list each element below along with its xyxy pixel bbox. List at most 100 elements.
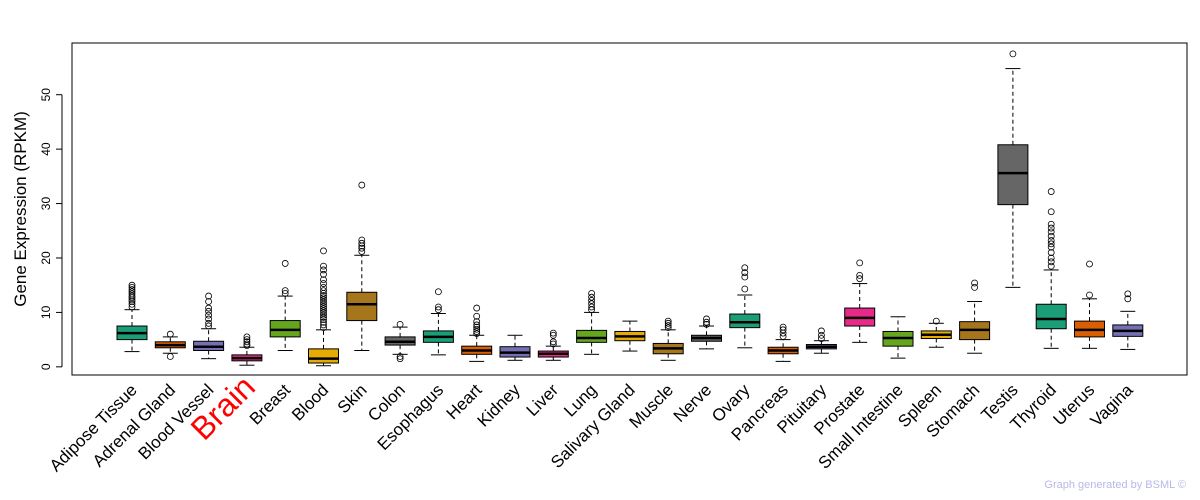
outlier-point [320, 324, 327, 332]
outlier-point [320, 307, 327, 315]
outlier-point [320, 296, 327, 304]
box-liver [537, 329, 569, 361]
box-vagina [1112, 290, 1144, 350]
outlier-point [818, 327, 825, 335]
outlier-point [358, 248, 366, 255]
y-tick-label: 40 [39, 142, 53, 156]
outlier-point [1047, 232, 1055, 240]
outlier-point [549, 338, 557, 346]
outlier-point [1086, 291, 1093, 299]
box-iqr [997, 144, 1029, 206]
outlier-point [205, 307, 213, 315]
plot-frame [71, 42, 1188, 376]
outlier-point [320, 280, 327, 287]
outlier-point [320, 276, 327, 284]
outlier-point [205, 292, 213, 300]
outlier-point [1047, 224, 1055, 232]
outlier-point [856, 271, 864, 279]
y-tick-label: 20 [39, 251, 53, 265]
x-tick-label: Vagina [1087, 380, 1137, 430]
box-iqr [576, 329, 608, 343]
box-heart [461, 304, 493, 362]
outlier-point [549, 329, 557, 337]
outlier-point [1009, 50, 1017, 58]
outlier-point [664, 324, 672, 332]
outlier-point [128, 283, 136, 291]
outlier-point [320, 303, 327, 310]
outlier-point [205, 311, 213, 319]
outlier-point [205, 315, 213, 323]
box-iqr [1035, 303, 1067, 330]
box-uterus [1074, 260, 1105, 349]
outlier-point [320, 287, 327, 295]
outlier-point [818, 331, 825, 339]
outlier-point [703, 315, 710, 323]
box-spleen [920, 317, 952, 348]
outlier-point [205, 322, 213, 330]
outlier-point [320, 294, 327, 302]
outlier-point [473, 318, 481, 326]
outlier-point [434, 306, 442, 314]
outlier-point [434, 288, 442, 296]
outlier-point [1047, 243, 1055, 251]
outlier-point [1086, 260, 1093, 268]
outlier-point [1047, 240, 1055, 248]
outlier-point [473, 321, 481, 329]
box-stomach [959, 279, 991, 354]
box-breast [269, 260, 301, 352]
box-salivary-gland [614, 320, 646, 352]
box-ovary [729, 264, 761, 349]
outlier-point [588, 289, 595, 297]
box-nerve [691, 315, 722, 350]
outlier-point [128, 286, 136, 293]
outlier-point [1047, 258, 1055, 266]
box-testis [997, 50, 1029, 288]
outlier-point [281, 289, 289, 297]
x-tick-label: Kidney [474, 380, 525, 431]
outlier-point [166, 353, 174, 360]
outlier-point [243, 338, 251, 346]
outlier-point [320, 309, 327, 317]
outlier-point [1047, 228, 1055, 236]
outlier-point [281, 260, 289, 267]
box-small-intestine [882, 316, 914, 359]
outlier-point [320, 270, 327, 278]
box-series [116, 50, 1144, 367]
outlier-point [779, 323, 787, 331]
box-brain [231, 333, 263, 366]
box-adipose-tissue [116, 281, 148, 353]
outlier-point [320, 298, 327, 306]
outlier-point [588, 293, 595, 301]
box-pancreas [767, 323, 799, 362]
outlier-point [473, 312, 481, 320]
outlier-point [588, 297, 595, 304]
outlier-point [971, 279, 978, 287]
outlier-point [358, 244, 366, 252]
outlier-point [205, 298, 213, 305]
outlier-point [320, 318, 327, 326]
outlier-point [128, 288, 136, 296]
outlier-point [473, 325, 481, 333]
outlier-point [1047, 208, 1055, 216]
outlier-point [128, 300, 136, 308]
outlier-point [396, 320, 404, 328]
outlier-point [741, 273, 749, 281]
outlier-point [1047, 220, 1055, 228]
outlier-point [779, 326, 787, 334]
outlier-point [1047, 262, 1055, 270]
outlier-point [1047, 188, 1055, 195]
box-thyroid [1035, 188, 1067, 349]
outlier-point [1047, 249, 1055, 256]
outlier-point [932, 317, 940, 325]
outlier-point [434, 303, 442, 311]
box-pituitary [805, 327, 837, 354]
outlier-point [128, 303, 136, 311]
x-tick-label: Liver [523, 380, 563, 420]
outlier-point [128, 298, 136, 305]
x-tick-label: Nerve [670, 380, 716, 426]
outlier-point [128, 292, 136, 300]
y-tick-label: 30 [39, 197, 53, 211]
outlier-point [243, 333, 251, 341]
outlier-point [205, 319, 213, 327]
outlier-point [281, 287, 289, 295]
